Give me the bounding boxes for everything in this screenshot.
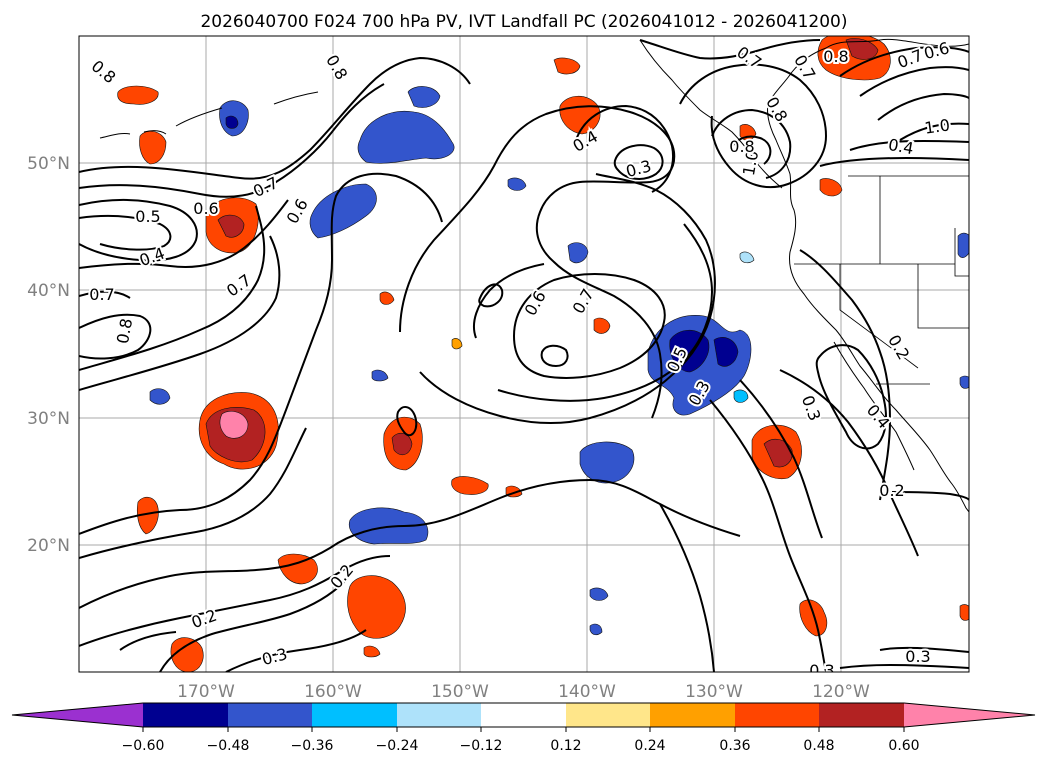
anomaly-blob (589, 587, 609, 601)
lon-label: 150°W (431, 682, 489, 702)
anomaly-blob (347, 575, 406, 639)
anomaly-blob (733, 389, 749, 403)
anomaly-blob (149, 388, 171, 405)
pv-contours (79, 39, 969, 672)
anomaly-blob (363, 645, 381, 658)
colorbar-ticks (142, 727, 905, 732)
colorbar-tick-label: −0.48 (207, 738, 250, 754)
coastline (99, 38, 969, 513)
colorbar-bin (397, 703, 481, 727)
state-borders (794, 175, 969, 385)
colorbar-bin (566, 703, 650, 727)
longitude-labels: 170°W 160°W 150°W 140°W 130°W 120°W (177, 682, 870, 702)
colorbar-tick-label: −0.36 (291, 738, 334, 754)
lat-label: 50°N (27, 154, 70, 174)
colorbar-bin (650, 703, 735, 727)
contour-label: 0.8 (823, 47, 848, 66)
anomaly-blob (567, 242, 589, 264)
colorbar-tick-label: 0.24 (634, 738, 665, 754)
colorbar-bin (312, 703, 397, 727)
colorbar-bin (228, 703, 312, 727)
contour-label: 0.3 (809, 661, 834, 680)
anomaly-blob (217, 214, 245, 238)
anomaly-blob (589, 623, 603, 636)
lon-label: 120°W (812, 682, 870, 702)
colorbar-tick-label: 0.60 (888, 738, 919, 754)
map-panel (79, 36, 969, 672)
anomaly-blob (117, 85, 159, 105)
map-frame (78, 35, 970, 673)
contour-label: 0.6 (193, 199, 218, 218)
anomaly-blob (139, 130, 167, 165)
anomaly-blob (959, 604, 969, 621)
lon-label: 130°W (685, 682, 743, 702)
anomaly-blob (225, 115, 239, 129)
colorbar-bin (735, 703, 819, 727)
anomaly-blob (451, 476, 489, 495)
colorbar-extend-high (904, 703, 1035, 727)
colorbar-tick-label: 0.48 (803, 738, 834, 754)
anomaly-blob (593, 317, 611, 334)
colorbar-bin (481, 703, 566, 727)
anomaly-blob (959, 375, 969, 389)
figure-title: 2026040700 F024 700 hPa PV, IVT Landfall… (200, 12, 847, 32)
lon-label: 170°W (177, 682, 235, 702)
anomaly-blob (379, 291, 395, 305)
colorbar-tick-label: 0.36 (719, 738, 750, 754)
anomaly-blob (739, 251, 755, 264)
latitude-labels: 50°N 40°N 30°N 20°N (27, 154, 70, 556)
anomaly-blob (507, 177, 527, 191)
contour-label: 0.7 (89, 285, 114, 304)
anomaly-blob (845, 38, 879, 60)
lon-label: 160°W (304, 682, 362, 702)
anomaly-blob (391, 432, 413, 456)
colorbar-tick-label: −0.60 (122, 738, 165, 754)
contour-label: 0.3 (905, 647, 930, 666)
anomaly-blob (170, 637, 204, 672)
lat-label: 20°N (27, 536, 70, 556)
colorbar-bin (819, 703, 904, 727)
contour-label: 0.2 (879, 481, 904, 500)
anomaly-blob (553, 57, 581, 75)
colorbar-tick-label: −0.12 (460, 738, 503, 754)
anomaly-blob (819, 178, 843, 197)
colorbar-extend-low (12, 703, 143, 727)
anomaly-blob (198, 392, 279, 470)
contour-label: 0.8 (729, 137, 754, 156)
anomaly-blob (799, 599, 828, 637)
colorbar-tick-labels: −0.60 −0.48 −0.36 −0.24 −0.12 0.12 0.24 … (122, 738, 920, 754)
anomaly-blob (407, 86, 441, 108)
anomaly-blob (713, 337, 739, 367)
anomaly-blob (957, 232, 969, 258)
lon-label: 140°W (558, 682, 616, 702)
colorbar: −0.60 −0.48 −0.36 −0.24 −0.12 0.12 0.24 … (11, 702, 1036, 754)
anomaly-blob (763, 438, 793, 468)
contour-label: 0.5 (135, 207, 160, 226)
colorbar-tick-label: −0.24 (376, 738, 419, 754)
colorbar-bin (143, 703, 228, 727)
lat-label: 40°N (27, 281, 70, 301)
pv-negative-anomalies (149, 86, 969, 636)
anomaly-blob (371, 369, 389, 382)
anomaly-blob (357, 110, 455, 164)
anomaly-blob (277, 553, 318, 585)
contour-label: 1.0 (923, 115, 951, 137)
anomaly-blob (136, 496, 159, 535)
anomaly-blob (579, 441, 635, 484)
pv-positive-anomalies (117, 36, 969, 672)
lat-label: 30°N (27, 409, 70, 429)
anomaly-blob (451, 338, 463, 350)
anomaly-blob (309, 183, 377, 239)
colorbar-tick-label: 0.12 (550, 738, 581, 754)
